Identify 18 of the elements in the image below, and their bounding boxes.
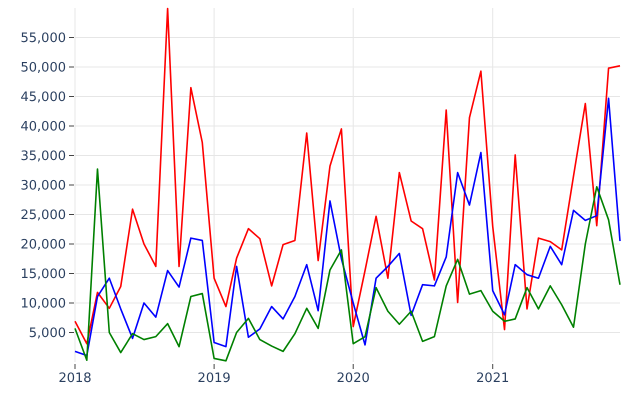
x-tick-label: 2018	[58, 371, 92, 386]
y-tick-label: 15,000	[20, 267, 66, 282]
y-tick-label: 40,000	[20, 120, 66, 135]
line-series	[74, 8, 621, 345]
y-tick-label: 5,000	[28, 326, 66, 342]
y-tick-label: 35,000	[20, 149, 66, 164]
y-tick-label: 55,000	[20, 31, 66, 46]
x-tick-label: 2019	[198, 371, 231, 386]
line-series	[74, 168, 621, 362]
y-tick-label: 10,000	[20, 296, 66, 312]
line-series	[74, 97, 621, 356]
x-tick-label: 2021	[476, 371, 510, 386]
y-tick-label: 30,000	[20, 178, 66, 194]
y-tick-label: 25,000	[20, 208, 66, 224]
x-tick-label: 2020	[336, 371, 370, 386]
y-tick-label: 50,000	[20, 60, 66, 76]
y-tick-label: 45,000	[20, 90, 66, 106]
y-tick-label: 20,000	[20, 238, 66, 253]
